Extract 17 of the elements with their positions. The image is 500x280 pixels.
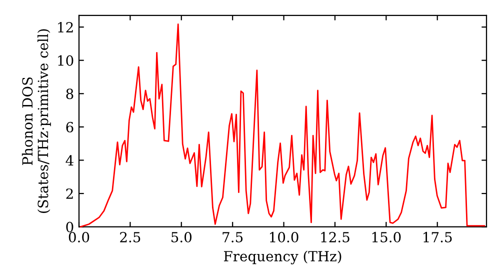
- y-tick-label: 0: [66, 222, 74, 232]
- y-tick-label: 8: [66, 88, 74, 100]
- y-tick-label: 2: [66, 188, 73, 199]
- x-tick-label: 15.0: [372, 232, 401, 242]
- y-tick-label: 6: [66, 122, 74, 132]
- x-tick-label: 7.5: [222, 232, 243, 242]
- x-tick-label: 5.0: [172, 232, 192, 242]
- y-tick-label: 4: [66, 155, 74, 166]
- y-axis-title: Phonon DOS (States/THz·primitive cell): [22, 29, 51, 213]
- x-axis-title: Frequency (THz): [224, 250, 342, 264]
- x-tick-label: 2.5: [120, 232, 140, 242]
- x-tick-label: 17.5: [424, 232, 452, 242]
- x-tick-label: 10.0: [270, 232, 298, 242]
- y-tick-label: 10: [58, 55, 74, 66]
- x-tick-label: 0.0: [68, 232, 90, 242]
- y-tick-label: 12: [58, 22, 73, 32]
- x-tick-label: 12.5: [321, 232, 350, 242]
